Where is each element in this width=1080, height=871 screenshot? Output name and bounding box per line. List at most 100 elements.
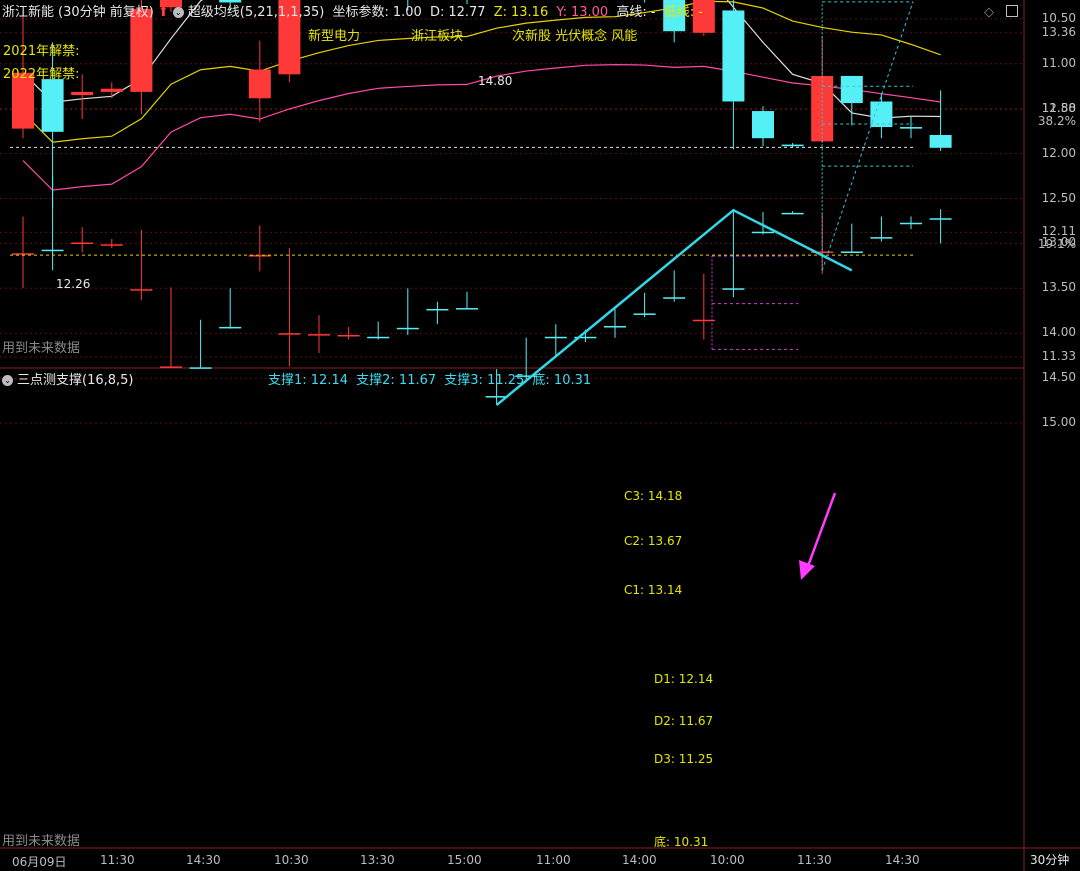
candle-body	[219, 0, 242, 3]
candle-body	[100, 244, 123, 246]
level-d3-label: D3: 11.25	[654, 752, 714, 766]
candle-body	[367, 336, 390, 339]
y-pct-label: 38.2%	[1037, 114, 1076, 129]
level-d2-label: D2: 11.67	[654, 714, 714, 728]
y-tick-label: 14.00	[1041, 325, 1076, 340]
zigzag-line	[495, 208, 853, 407]
z-value: 13.16	[511, 5, 549, 20]
candle-body	[752, 111, 774, 139]
pointer-arrow-icon	[799, 560, 815, 580]
candlestick-series	[12, 0, 952, 406]
dropdown-circle-icon[interactable]: ⌄	[172, 7, 184, 18]
y-tick-label: 10.50	[1041, 10, 1076, 25]
x-tick-label: 14:30	[885, 853, 920, 867]
stock-title[interactable]: 浙江新能	[2, 5, 55, 20]
low-annotation: 12.26	[56, 277, 91, 291]
candle-body	[900, 127, 922, 129]
candle-body	[781, 144, 804, 147]
candle-body	[900, 222, 922, 225]
candle-body	[870, 101, 893, 128]
ma-line	[22, 0, 941, 119]
ma-line	[22, 63, 941, 191]
d-label: D:	[429, 5, 445, 20]
candle-body	[485, 396, 508, 398]
candle-body	[722, 10, 745, 102]
tag-power: 新型电力	[308, 29, 361, 44]
y-tick-label: 14.50	[1041, 370, 1076, 385]
candle-body	[248, 255, 271, 257]
candle-body	[396, 327, 419, 330]
candle-body	[12, 253, 34, 255]
candle-body	[100, 88, 123, 92]
future-data-note-lower: 用到未来数据	[2, 834, 81, 849]
y-tick-label: 11.50	[1041, 100, 1076, 115]
x-tick-label: 11:30	[797, 853, 832, 867]
y-label: Y:	[556, 5, 567, 20]
window-box-icon[interactable]	[1006, 5, 1018, 17]
y-value: 13.00	[570, 5, 609, 20]
ma-line	[22, 0, 941, 143]
z-label: Z:	[493, 5, 507, 20]
candle-body	[633, 313, 656, 315]
candle-body	[515, 375, 538, 377]
candle-body	[41, 249, 64, 252]
support-1: 支撑1: 12.14	[268, 373, 348, 388]
chart-header: 浙江新能 (30分钟 前复权) ⬆ ⌄ 超级均线(5,21,1,1,35) 坐标参数: 1…	[2, 5, 707, 21]
y-tick-label: 13.36	[1041, 24, 1076, 39]
x-tick-label: 15:00	[447, 853, 482, 867]
dropdown-circle-icon[interactable]: ⌄	[2, 375, 13, 386]
level-c3-label: C3: 14.18	[624, 489, 683, 503]
period-selector[interactable]: 30分钟	[1030, 853, 1070, 867]
support-2: 支撑2: 11.67	[356, 373, 437, 388]
candle-body	[604, 326, 626, 328]
lower-indicator-name[interactable]: 三点测支撑(16,8,5)	[17, 373, 134, 388]
moving-average-lines	[22, 0, 941, 191]
period-label: (30分钟 前复权)	[58, 5, 154, 20]
candle-body	[160, 0, 182, 8]
candle-body	[692, 319, 715, 322]
future-data-note-upper: 用到未来数据	[2, 341, 81, 356]
pointer-arrow-icon	[806, 492, 837, 567]
y-tick-label: 15.00	[1041, 415, 1076, 429]
level-c2-label: C2: 13.67	[624, 534, 683, 548]
candle-body	[781, 212, 804, 215]
candle-body	[248, 69, 271, 99]
d-value: 12.77	[448, 5, 486, 20]
tag-zhejiang: 浙江板块	[411, 29, 464, 44]
support-overlay	[10, 1, 915, 580]
x-tick-label: 14:30	[186, 853, 221, 867]
diamond-icon[interactable]: ◇	[984, 5, 994, 20]
candle-body	[130, 8, 153, 92]
candle-body	[219, 326, 242, 329]
up-arrow-icon: ⬆	[157, 5, 169, 20]
x-tick-label: 14:00	[622, 853, 657, 867]
x-tick-label: 06月09日	[12, 855, 67, 869]
y-pct-label: 19.1%	[1037, 237, 1076, 252]
tag-concepts: 次新股 光伏概念 风能	[512, 29, 638, 44]
y-tick-label: 12.88	[1041, 101, 1076, 116]
y-tick-label: 12.00	[1041, 145, 1076, 160]
level-c1-label: C1: 13.14	[624, 583, 683, 597]
x-tick-label: 11:30	[100, 853, 135, 867]
y-tick-label: 11.00	[1041, 55, 1076, 70]
coord-value: 1.00	[392, 5, 422, 20]
unlock-2022: 2022年解禁:	[3, 67, 80, 82]
candle-body	[130, 289, 153, 291]
x-tick-label: 13:30	[360, 853, 395, 867]
y-tick-label: 12.50	[1041, 190, 1076, 205]
indicator-name[interactable]: 超级均线(5,21,1,1,35)	[187, 5, 325, 20]
support-bottom: 底: 10.31	[532, 373, 592, 388]
projection-line	[821, 1, 914, 271]
candle-body	[929, 218, 952, 220]
candle-body	[929, 135, 952, 148]
candle-body	[752, 231, 774, 234]
candle-body	[12, 72, 34, 129]
candle-body	[456, 308, 478, 310]
candle-body	[41, 79, 64, 132]
candle-body	[692, 0, 715, 33]
x-tick-label: 10:30	[274, 853, 309, 867]
candle-body	[722, 288, 745, 290]
y-tick-label: 13.00	[1041, 235, 1076, 250]
candle-body	[160, 366, 182, 368]
